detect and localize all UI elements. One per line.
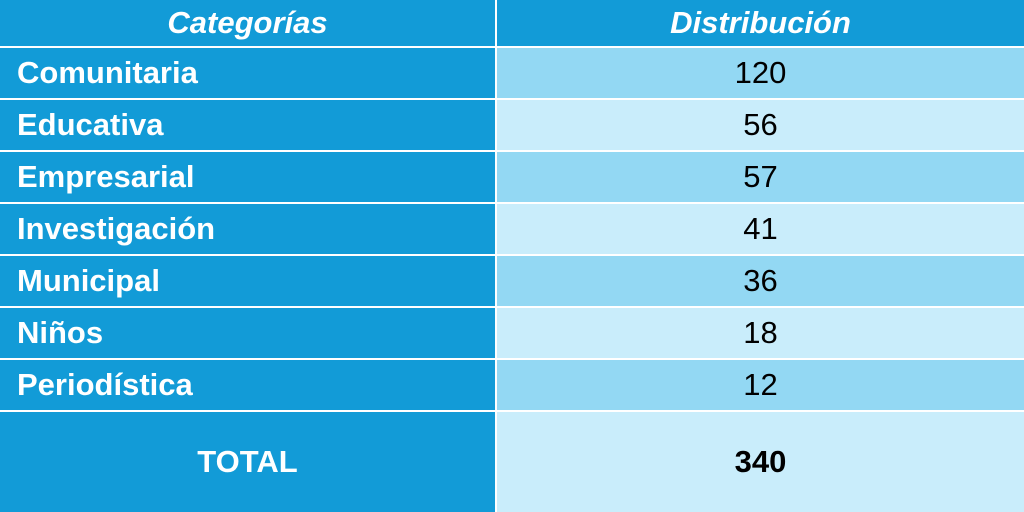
value-cell: 36 <box>497 256 1024 306</box>
category-cell: Educativa <box>0 100 495 150</box>
value-cell: 18 <box>497 308 1024 358</box>
category-cell: Municipal <box>0 256 495 306</box>
header-cell: Distribución <box>497 0 1024 46</box>
value-cell: 57 <box>497 152 1024 202</box>
value-cell: 120 <box>497 48 1024 98</box>
total-label: TOTAL <box>0 412 495 512</box>
value-cell: 41 <box>497 204 1024 254</box>
total-value: 340 <box>497 412 1024 512</box>
value-cell: 12 <box>497 360 1024 410</box>
category-cell: Periodística <box>0 360 495 410</box>
value-cell: 56 <box>497 100 1024 150</box>
category-cell: Comunitaria <box>0 48 495 98</box>
header-cell: Categorías <box>0 0 495 46</box>
category-cell: Empresarial <box>0 152 495 202</box>
category-cell: Investigación <box>0 204 495 254</box>
category-cell: Niños <box>0 308 495 358</box>
